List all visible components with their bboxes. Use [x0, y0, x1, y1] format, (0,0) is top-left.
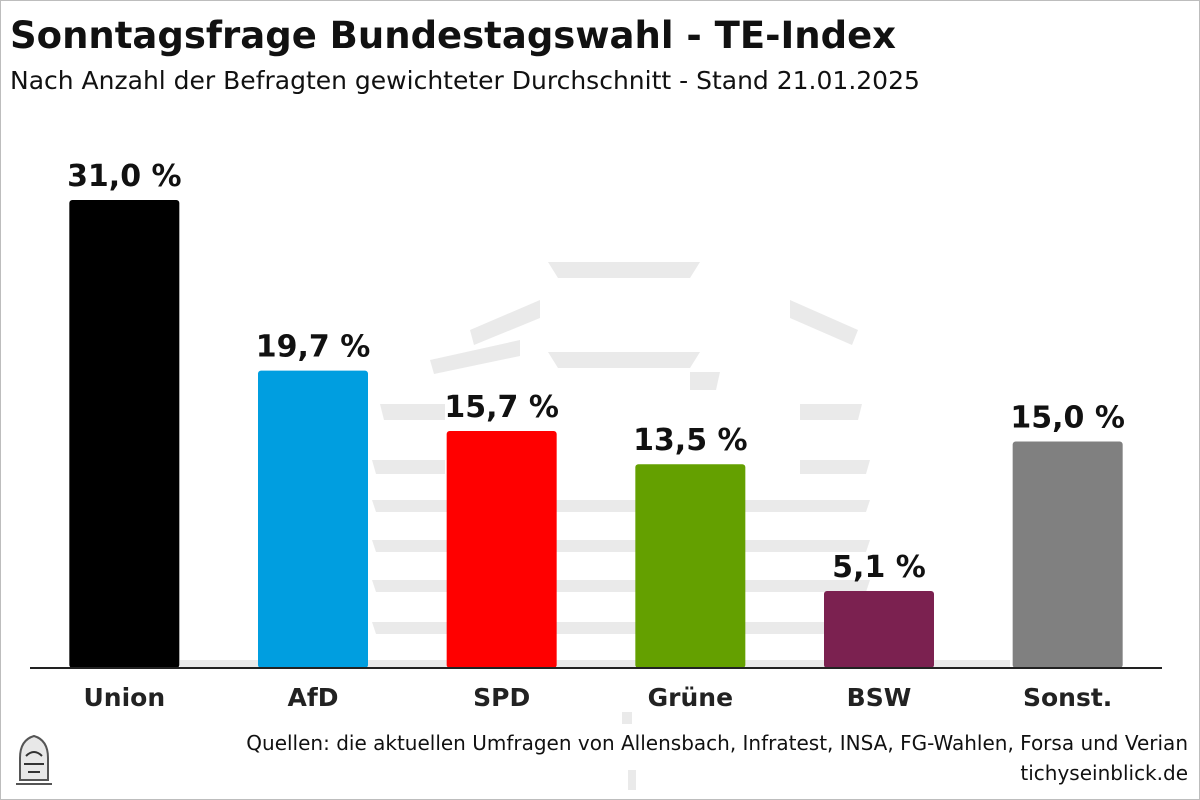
- value-label-2: 15,7 %: [444, 390, 559, 425]
- category-label-4: BSW: [847, 683, 912, 712]
- value-label-3: 13,5 %: [633, 423, 748, 458]
- category-label-5: Sonst.: [1023, 683, 1112, 712]
- site-name: tichyseinblick.de: [1020, 761, 1188, 785]
- bar-5: [1012, 441, 1123, 668]
- category-label-3: Grüne: [648, 683, 733, 712]
- bar-3: [635, 464, 746, 668]
- chart-subtitle: Nach Anzahl der Befragten gewichteter Du…: [10, 66, 920, 95]
- source-note: Quellen: die aktuellen Umfragen von Alle…: [246, 731, 1188, 755]
- category-label-0: Union: [84, 683, 166, 712]
- value-label-5: 15,0 %: [1010, 401, 1125, 436]
- bar-4: [824, 591, 934, 668]
- bar-2: [446, 430, 557, 668]
- value-label-0: 31,0 %: [67, 159, 182, 194]
- category-label-1: AfD: [288, 683, 339, 712]
- reichstag-watermark: [180, 262, 1010, 790]
- value-label-1: 19,7 %: [256, 330, 371, 365]
- tichys-einblick-logo: [16, 734, 52, 785]
- bar-1: [258, 370, 368, 668]
- category-label-2: SPD: [473, 683, 530, 712]
- bar-0: [69, 200, 180, 668]
- chart-title: Sonntagsfrage Bundestagswahl - TE-Index: [10, 14, 897, 57]
- value-label-4: 5,1 %: [832, 550, 926, 585]
